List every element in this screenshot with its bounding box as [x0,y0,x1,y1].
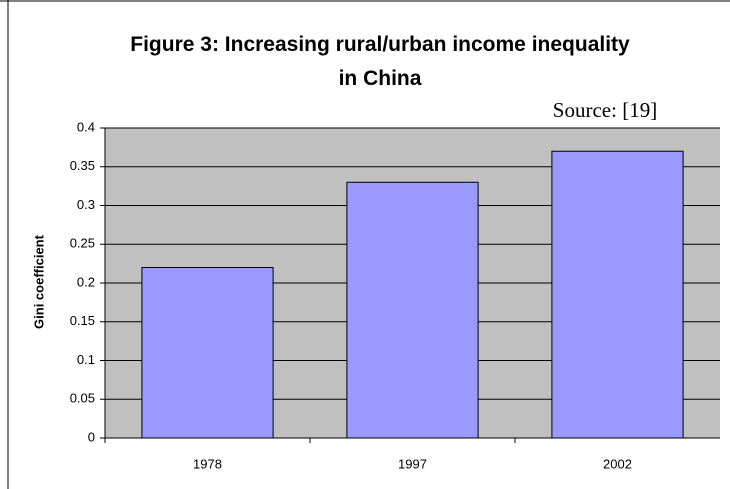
x-tick-label: 1978 [193,456,222,471]
x-tick-label: 2002 [603,456,632,471]
y-tick-label: 0.05 [70,391,95,406]
y-axis-label: Gini coefficient [31,234,46,329]
y-tick-label: 0.2 [77,274,95,289]
y-tick-label: 0.3 [77,197,95,212]
bar [346,181,479,439]
y-tick-label: 0 [88,429,95,444]
y-tick-label: 0.25 [70,236,95,251]
y-tick-label: 0.1 [77,352,95,367]
x-tick-label: 1997 [398,456,427,471]
y-tick-label: 0.4 [77,119,95,134]
y-tick-label: 0.35 [70,158,95,173]
source-annotation: Source: [19] [553,98,657,122]
bar [551,150,684,439]
y-tick-label: 0.15 [70,313,95,328]
bar [141,267,274,439]
chart-title: Figure 3: Increasing rural/urban income … [130,33,630,90]
